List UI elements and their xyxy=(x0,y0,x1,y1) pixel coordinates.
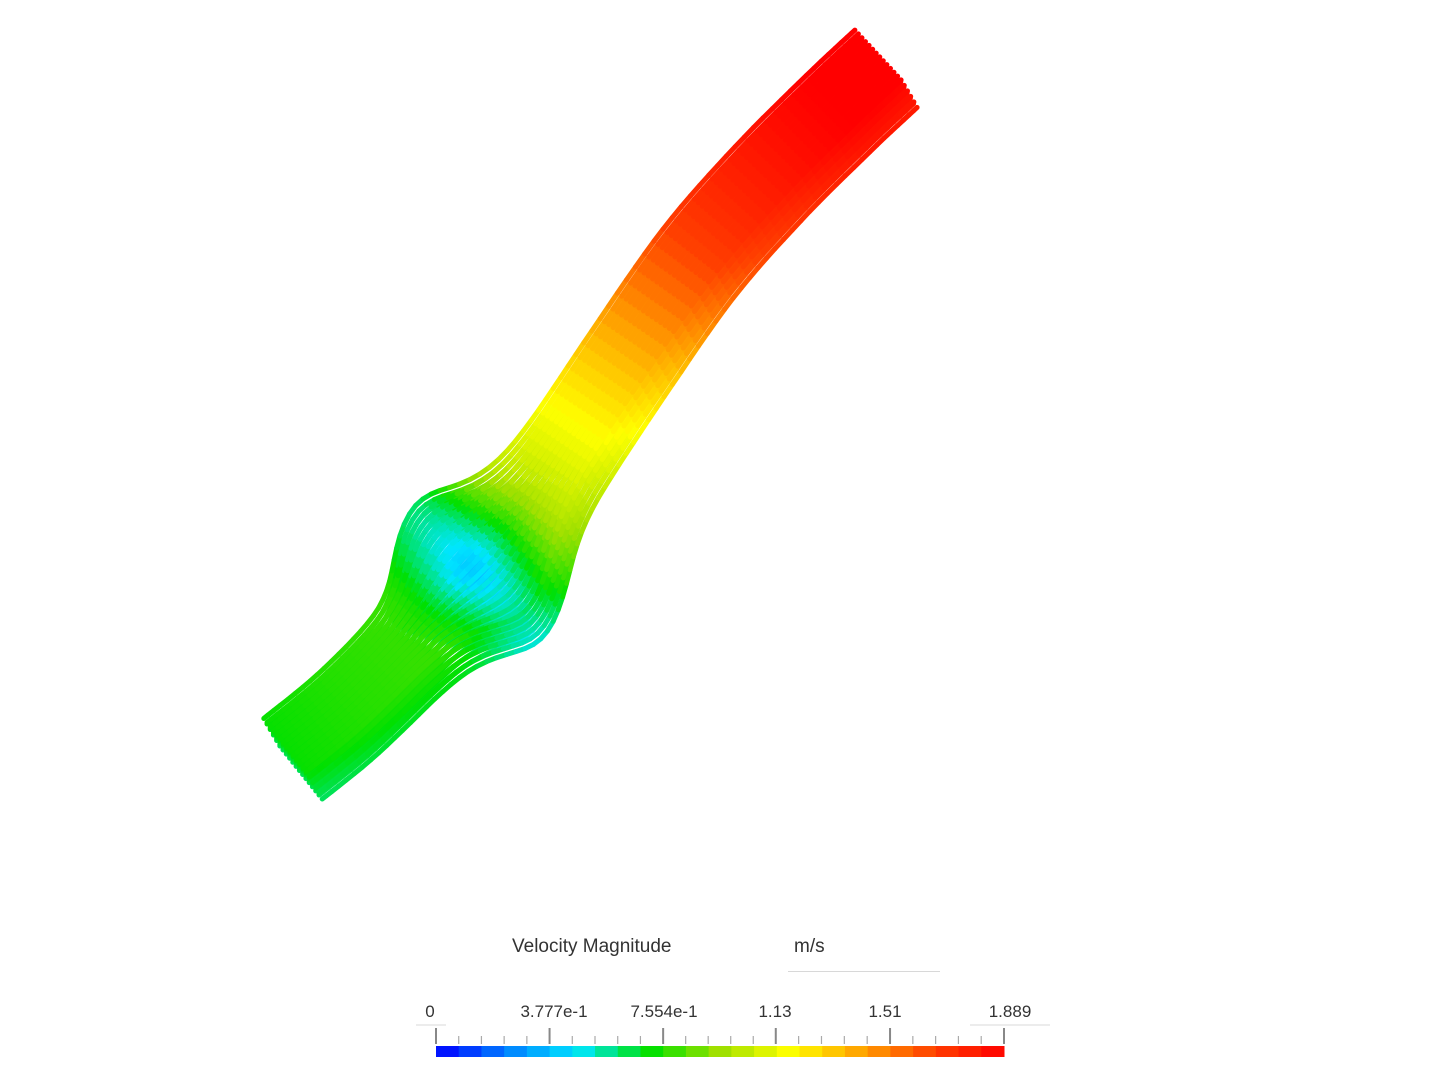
streamline-segment xyxy=(901,88,910,97)
streamline-segment xyxy=(687,343,701,362)
streamline-segment xyxy=(907,99,917,108)
streamline-segment xyxy=(683,338,698,356)
streamline-segment xyxy=(695,302,709,320)
streamline-segment xyxy=(692,325,707,344)
streamline-segment xyxy=(660,352,674,371)
streamline-segment xyxy=(695,331,710,349)
streamline-segment xyxy=(678,356,693,375)
streamline-segment xyxy=(686,314,701,333)
streamline-segment xyxy=(666,363,681,382)
streamline-segment xyxy=(663,358,678,376)
streamline-segment xyxy=(904,93,914,103)
streamline-segment xyxy=(669,369,684,387)
streamline-segment xyxy=(668,340,683,358)
streamline-segment xyxy=(689,320,704,338)
streamline-segment xyxy=(698,307,712,325)
streamline-segment xyxy=(911,104,920,114)
streamline-segment xyxy=(680,332,695,351)
streamline-segment xyxy=(675,351,689,369)
streamline-plot[interactable] xyxy=(0,0,1440,900)
streamline-segment xyxy=(704,318,719,336)
streamlines-group xyxy=(261,27,920,802)
streamline-segment xyxy=(672,345,686,364)
streamline-segment xyxy=(677,327,692,345)
streamline-segment xyxy=(701,313,716,331)
